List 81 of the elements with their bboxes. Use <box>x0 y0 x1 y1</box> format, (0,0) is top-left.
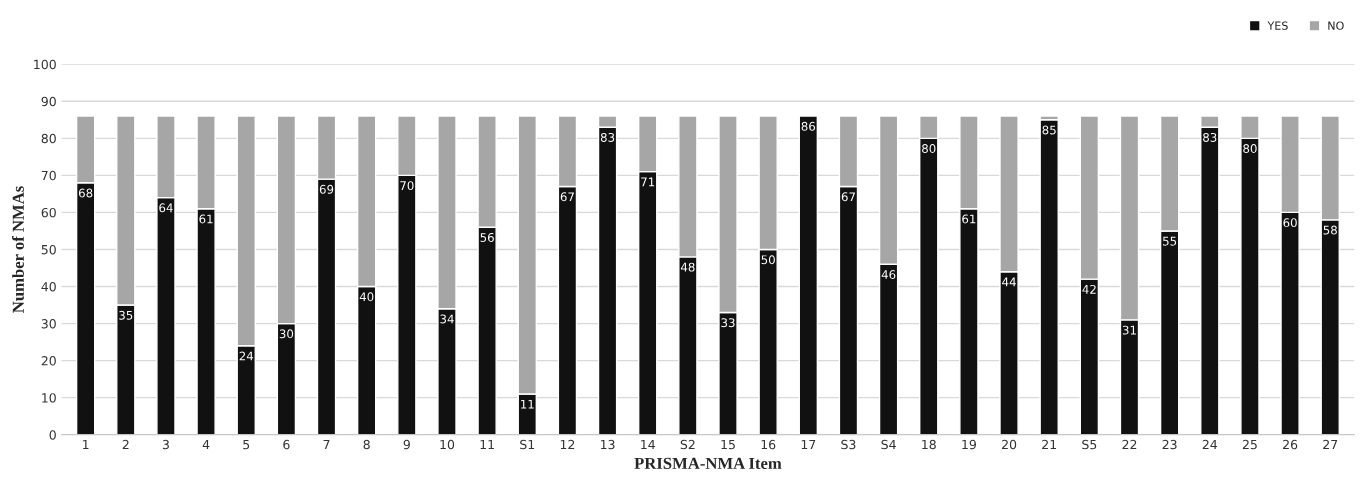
data-label: 80 <box>922 144 936 154</box>
data-label: 55 <box>1163 236 1177 246</box>
y-tick-label: 100 <box>34 59 56 70</box>
x-tick-label: 17 <box>801 439 816 450</box>
x-tick-label: S1 <box>520 439 535 450</box>
data-label: 34 <box>440 314 454 324</box>
x-tick-label: 2 <box>122 439 129 450</box>
x-tick-label: 22 <box>1122 439 1137 450</box>
data-label: 46 <box>881 270 896 279</box>
bar <box>798 115 819 435</box>
data-label: 48 <box>680 262 695 272</box>
x-tick-label: 8 <box>363 439 370 450</box>
legend-label: YES <box>1267 21 1288 30</box>
x-tick-label: S5 <box>1082 439 1097 450</box>
x-tick-label: S2 <box>680 439 695 450</box>
data-label: 40 <box>359 292 374 302</box>
data-label: 80 <box>1243 144 1257 154</box>
data-label: 11 <box>521 399 534 409</box>
bar <box>1039 119 1059 435</box>
data-label: 42 <box>1082 284 1096 294</box>
data-label: 85 <box>1042 125 1056 135</box>
x-tick-label: 18 <box>922 439 936 450</box>
data-label: 50 <box>761 255 775 265</box>
data-label: 69 <box>319 184 334 194</box>
data-label: 61 <box>962 214 976 224</box>
x-tick-label: 13 <box>600 439 615 450</box>
x-tick-label: 15 <box>721 439 735 450</box>
x-tick-label: 1 <box>83 439 89 450</box>
x-tick-label: 14 <box>641 439 655 450</box>
x-tick-label: 10 <box>440 439 455 450</box>
data-label: 68 <box>78 188 93 198</box>
x-tick-label: 12 <box>560 439 575 450</box>
x-tick-label: S3 <box>841 439 856 450</box>
data-label: 71 <box>641 177 655 187</box>
data-label: 86 <box>801 121 816 131</box>
x-tick-label: 7 <box>323 439 330 450</box>
data-label: 67 <box>841 192 855 202</box>
x-tick-label: 9 <box>403 439 410 450</box>
y-tick-label: 30 <box>41 319 56 329</box>
x-tick-label: 21 <box>1042 439 1056 450</box>
data-label: 83 <box>1203 132 1217 142</box>
y-tick-label: 0 <box>49 430 56 440</box>
data-label: 60 <box>1283 218 1297 228</box>
y-tick-label: 90 <box>41 96 56 107</box>
data-label: 33 <box>721 318 735 328</box>
data-label: 61 <box>199 214 213 224</box>
data-label: 58 <box>1323 225 1337 235</box>
data-label: 64 <box>159 203 173 213</box>
data-label: 83 <box>600 132 615 142</box>
y-tick-label: 20 <box>41 356 56 366</box>
y-axis-title: Number of NMAs <box>12 186 24 313</box>
x-tick-label: 5 <box>243 439 250 450</box>
x-tick-label: 4 <box>202 439 210 450</box>
x-tick-label: 26 <box>1283 439 1298 450</box>
x-tick-label: 19 <box>962 439 976 450</box>
y-tick-label: 60 <box>41 207 56 218</box>
y-tick-label: 80 <box>41 133 56 144</box>
legend-label: NO <box>1328 21 1344 30</box>
data-label: 24 <box>239 351 254 361</box>
data-label: 31 <box>1122 325 1136 335</box>
x-tick-label: 16 <box>761 439 776 450</box>
x-tick-label: 27 <box>1323 439 1338 450</box>
x-axis-title: PRISMA-NMA Item <box>634 457 782 469</box>
y-tick-label: 40 <box>41 281 56 292</box>
y-tick-label: 50 <box>41 244 56 255</box>
data-label: 35 <box>119 310 133 320</box>
data-label: 56 <box>480 233 494 242</box>
x-tick-label: 25 <box>1242 439 1257 450</box>
data-label: 67 <box>560 192 574 202</box>
x-tick-label: 20 <box>1002 439 1017 450</box>
data-label: 30 <box>279 329 294 339</box>
data-label: 44 <box>1002 277 1016 287</box>
y-tick-label: 70 <box>41 170 56 181</box>
x-tick-label: S4 <box>881 439 896 450</box>
x-tick-label: 23 <box>1162 439 1177 450</box>
y-tick-label: 10 <box>42 393 56 403</box>
x-tick-label: 11 <box>480 439 494 450</box>
x-tick-label: 3 <box>162 439 169 450</box>
x-tick-label: 6 <box>283 439 290 450</box>
x-tick-label: 24 <box>1202 439 1218 450</box>
data-label: 70 <box>400 181 414 191</box>
